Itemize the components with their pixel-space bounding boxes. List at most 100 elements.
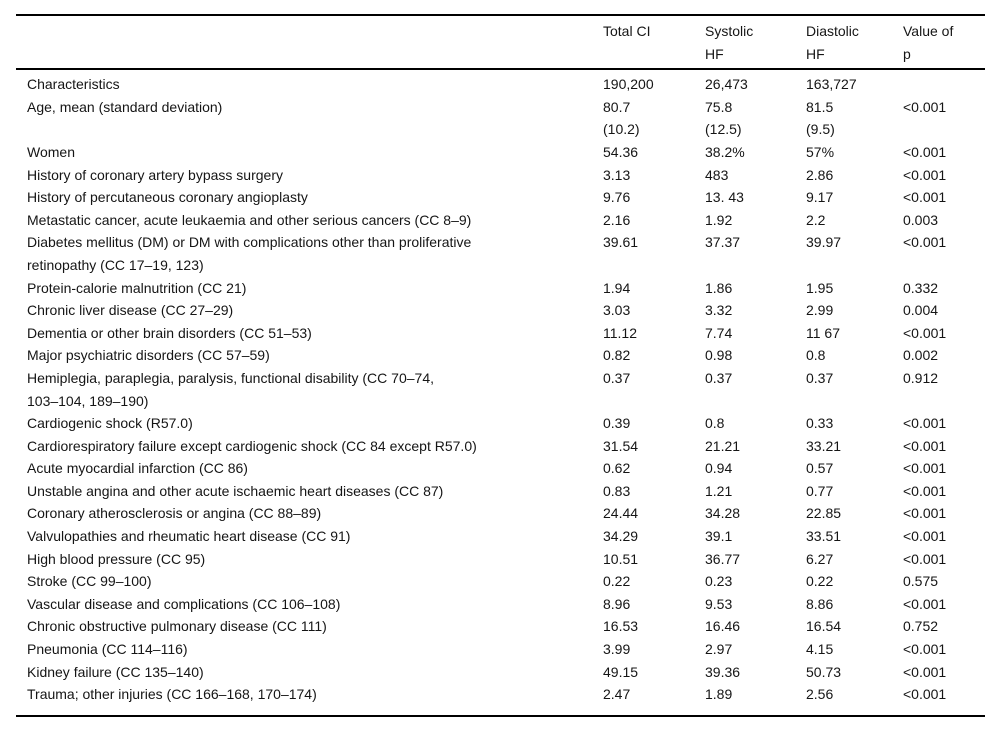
diastolic-hf-cell: 6.27 <box>806 550 834 567</box>
total-ci-cell: 2.16 <box>603 211 631 228</box>
diastolic-hf-cell: 0.8 <box>806 347 826 364</box>
table-row: Trauma; other injuries (CC 166–168, 170–… <box>16 683 985 716</box>
row-label: Dementia or other brain disorders (CC 51… <box>27 324 312 341</box>
total-ci-cell: 34.29 <box>603 528 639 545</box>
header-systolic-hf: Systolic HF <box>705 15 806 71</box>
systolic-hf-cell: 39.36 <box>705 663 741 680</box>
systolic-hf-cell: 7.74 <box>705 324 733 341</box>
row-label: Unstable angina and other acute ischaemi… <box>27 482 444 499</box>
total-ci-cell: 2.47 <box>603 686 631 703</box>
row-label: Protein-calorie malnutrition (CC 21) <box>27 279 247 296</box>
p-value-cell: <0.001 <box>903 595 947 612</box>
total-ci-cell: 10.51 <box>603 550 639 567</box>
table-row: Women 54.36 38.2% 57% <0.001 <box>16 141 985 164</box>
table-row: Dementia or other brain disorders (CC 51… <box>16 322 985 345</box>
systolic-hf-cell: 1.86 <box>705 279 733 296</box>
diastolic-hf-cell: 0.37 <box>806 369 834 386</box>
diastolic-hf-cell: 0.57 <box>806 460 834 477</box>
table-row: Hemiplegia, paraplegia, paralysis, funct… <box>16 367 985 412</box>
diastolic-hf-cell: 0.33 <box>806 415 834 432</box>
total-ci-cell: 8.96 <box>603 595 631 612</box>
systolic-hf-cell: 1.89 <box>705 686 733 703</box>
table-row: Valvulopathies and rheumatic heart disea… <box>16 525 985 548</box>
row-label: Kidney failure (CC 135–140) <box>27 663 204 680</box>
systolic-hf-cell: 37.37 <box>705 234 741 251</box>
systolic-hf-cell: 1.21 <box>705 482 733 499</box>
systolic-hf-cell: 36.77 <box>705 550 741 567</box>
p-value-cell: 0.912 <box>903 369 939 386</box>
total-ci-cell: 80.7 (10.2) <box>603 98 640 138</box>
table-row: History of percutaneous coronary angiopl… <box>16 186 985 209</box>
header-p-value: Value of p <box>903 15 985 71</box>
total-ci-cell: 0.39 <box>603 415 631 432</box>
table-row: Pneumonia (CC 114–116) 3.99 2.97 4.15 <0… <box>16 638 985 661</box>
header-diastolic-hf: Diastolic HF <box>806 15 903 71</box>
table-row: Protein-calorie malnutrition (CC 21) 1.9… <box>16 277 985 300</box>
header-row: Total CI Systolic HF Diastolic HF Value … <box>16 15 985 71</box>
table-row: Stroke (CC 99–100) 0.22 0.23 0.22 0.575 <box>16 570 985 593</box>
diastolic-hf-cell: 16.54 <box>806 618 842 635</box>
total-ci-cell: 11.12 <box>603 324 637 341</box>
p-value-cell: <0.001 <box>903 166 947 183</box>
total-ci-cell: 31.54 <box>603 437 639 454</box>
table-row: Characteristics 190,200 26,473 163,727 <box>16 69 985 96</box>
row-label: Pneumonia (CC 114–116) <box>27 641 188 658</box>
diastolic-hf-cell: 39.97 <box>806 234 842 251</box>
systolic-hf-cell: 0.23 <box>705 573 733 590</box>
systolic-hf-cell: 38.2% <box>705 143 745 160</box>
total-ci-cell: 54.36 <box>603 143 639 160</box>
row-label: Stroke (CC 99–100) <box>27 573 152 590</box>
row-label: Valvulopathies and rheumatic heart disea… <box>27 528 351 545</box>
p-value-cell: 0.752 <box>903 618 939 635</box>
p-value-cell: <0.001 <box>903 641 947 658</box>
p-value-cell: <0.001 <box>903 505 947 522</box>
p-value-cell: 0.003 <box>903 211 939 228</box>
diastolic-hf-cell: 9.17 <box>806 189 834 206</box>
p-value-cell: <0.001 <box>903 437 947 454</box>
row-label: Cardiorespiratory failure except cardiog… <box>27 437 477 454</box>
systolic-hf-cell: 26,473 <box>705 76 748 93</box>
total-ci-cell: 24.44 <box>603 505 639 522</box>
p-value-cell: <0.001 <box>903 550 947 567</box>
p-value-cell: <0.001 <box>903 460 947 477</box>
characteristics-table: Total CI Systolic HF Diastolic HF Value … <box>16 14 985 717</box>
table-row: Cardiogenic shock (R57.0) 0.39 0.8 0.33 … <box>16 412 985 435</box>
row-label: Cardiogenic shock (R57.0) <box>27 415 193 432</box>
systolic-hf-cell: 39.1 <box>705 528 733 545</box>
diastolic-hf-cell: 22.85 <box>806 505 842 522</box>
systolic-hf-cell: 13. 43 <box>705 189 744 206</box>
row-label: High blood pressure (CC 95) <box>27 550 206 567</box>
row-label: History of percutaneous coronary angiopl… <box>27 189 308 206</box>
diastolic-hf-cell: 2.2 <box>806 211 826 228</box>
total-ci-cell: 190,200 <box>603 76 654 93</box>
table-row: Vascular disease and complications (CC 1… <box>16 593 985 616</box>
total-ci-cell: 16.53 <box>603 618 639 635</box>
diastolic-hf-cell: 33.51 <box>806 528 842 545</box>
table-header: Total CI Systolic HF Diastolic HF Value … <box>16 15 985 71</box>
p-value-cell: <0.001 <box>903 143 947 160</box>
row-label: Characteristics <box>27 76 120 93</box>
row-label: Metastatic cancer, acute leukaemia and o… <box>27 211 472 228</box>
diastolic-hf-cell: 57% <box>806 143 835 160</box>
diastolic-hf-cell: 2.99 <box>806 302 834 319</box>
row-label: Coronary atherosclerosis or angina (CC 8… <box>27 505 322 522</box>
p-value-cell <box>903 69 985 96</box>
p-value-cell: <0.001 <box>903 324 947 341</box>
row-label: History of coronary artery bypass surger… <box>27 166 283 183</box>
diastolic-hf-cell: 2.86 <box>806 166 834 183</box>
systolic-hf-cell: 16.46 <box>705 618 741 635</box>
diastolic-hf-cell: 81.5 (9.5) <box>806 98 835 138</box>
table-row: High blood pressure (CC 95) 10.51 36.77 … <box>16 548 985 571</box>
table-row: Diabetes mellitus (DM) or DM with compli… <box>16 231 985 276</box>
systolic-hf-cell: 0.98 <box>705 347 733 364</box>
diastolic-hf-cell: 0.22 <box>806 573 834 590</box>
p-value-cell: 0.575 <box>903 573 939 590</box>
systolic-hf-cell: 75.8 (12.5) <box>705 98 742 138</box>
diastolic-hf-cell: 11 67 <box>806 324 840 341</box>
total-ci-cell: 3.13 <box>603 166 631 183</box>
p-value-cell: <0.001 <box>903 234 947 251</box>
table-row: Acute myocardial infarction (CC 86) 0.62… <box>16 457 985 480</box>
total-ci-cell: 0.62 <box>603 460 631 477</box>
total-ci-cell: 1.94 <box>603 279 631 296</box>
